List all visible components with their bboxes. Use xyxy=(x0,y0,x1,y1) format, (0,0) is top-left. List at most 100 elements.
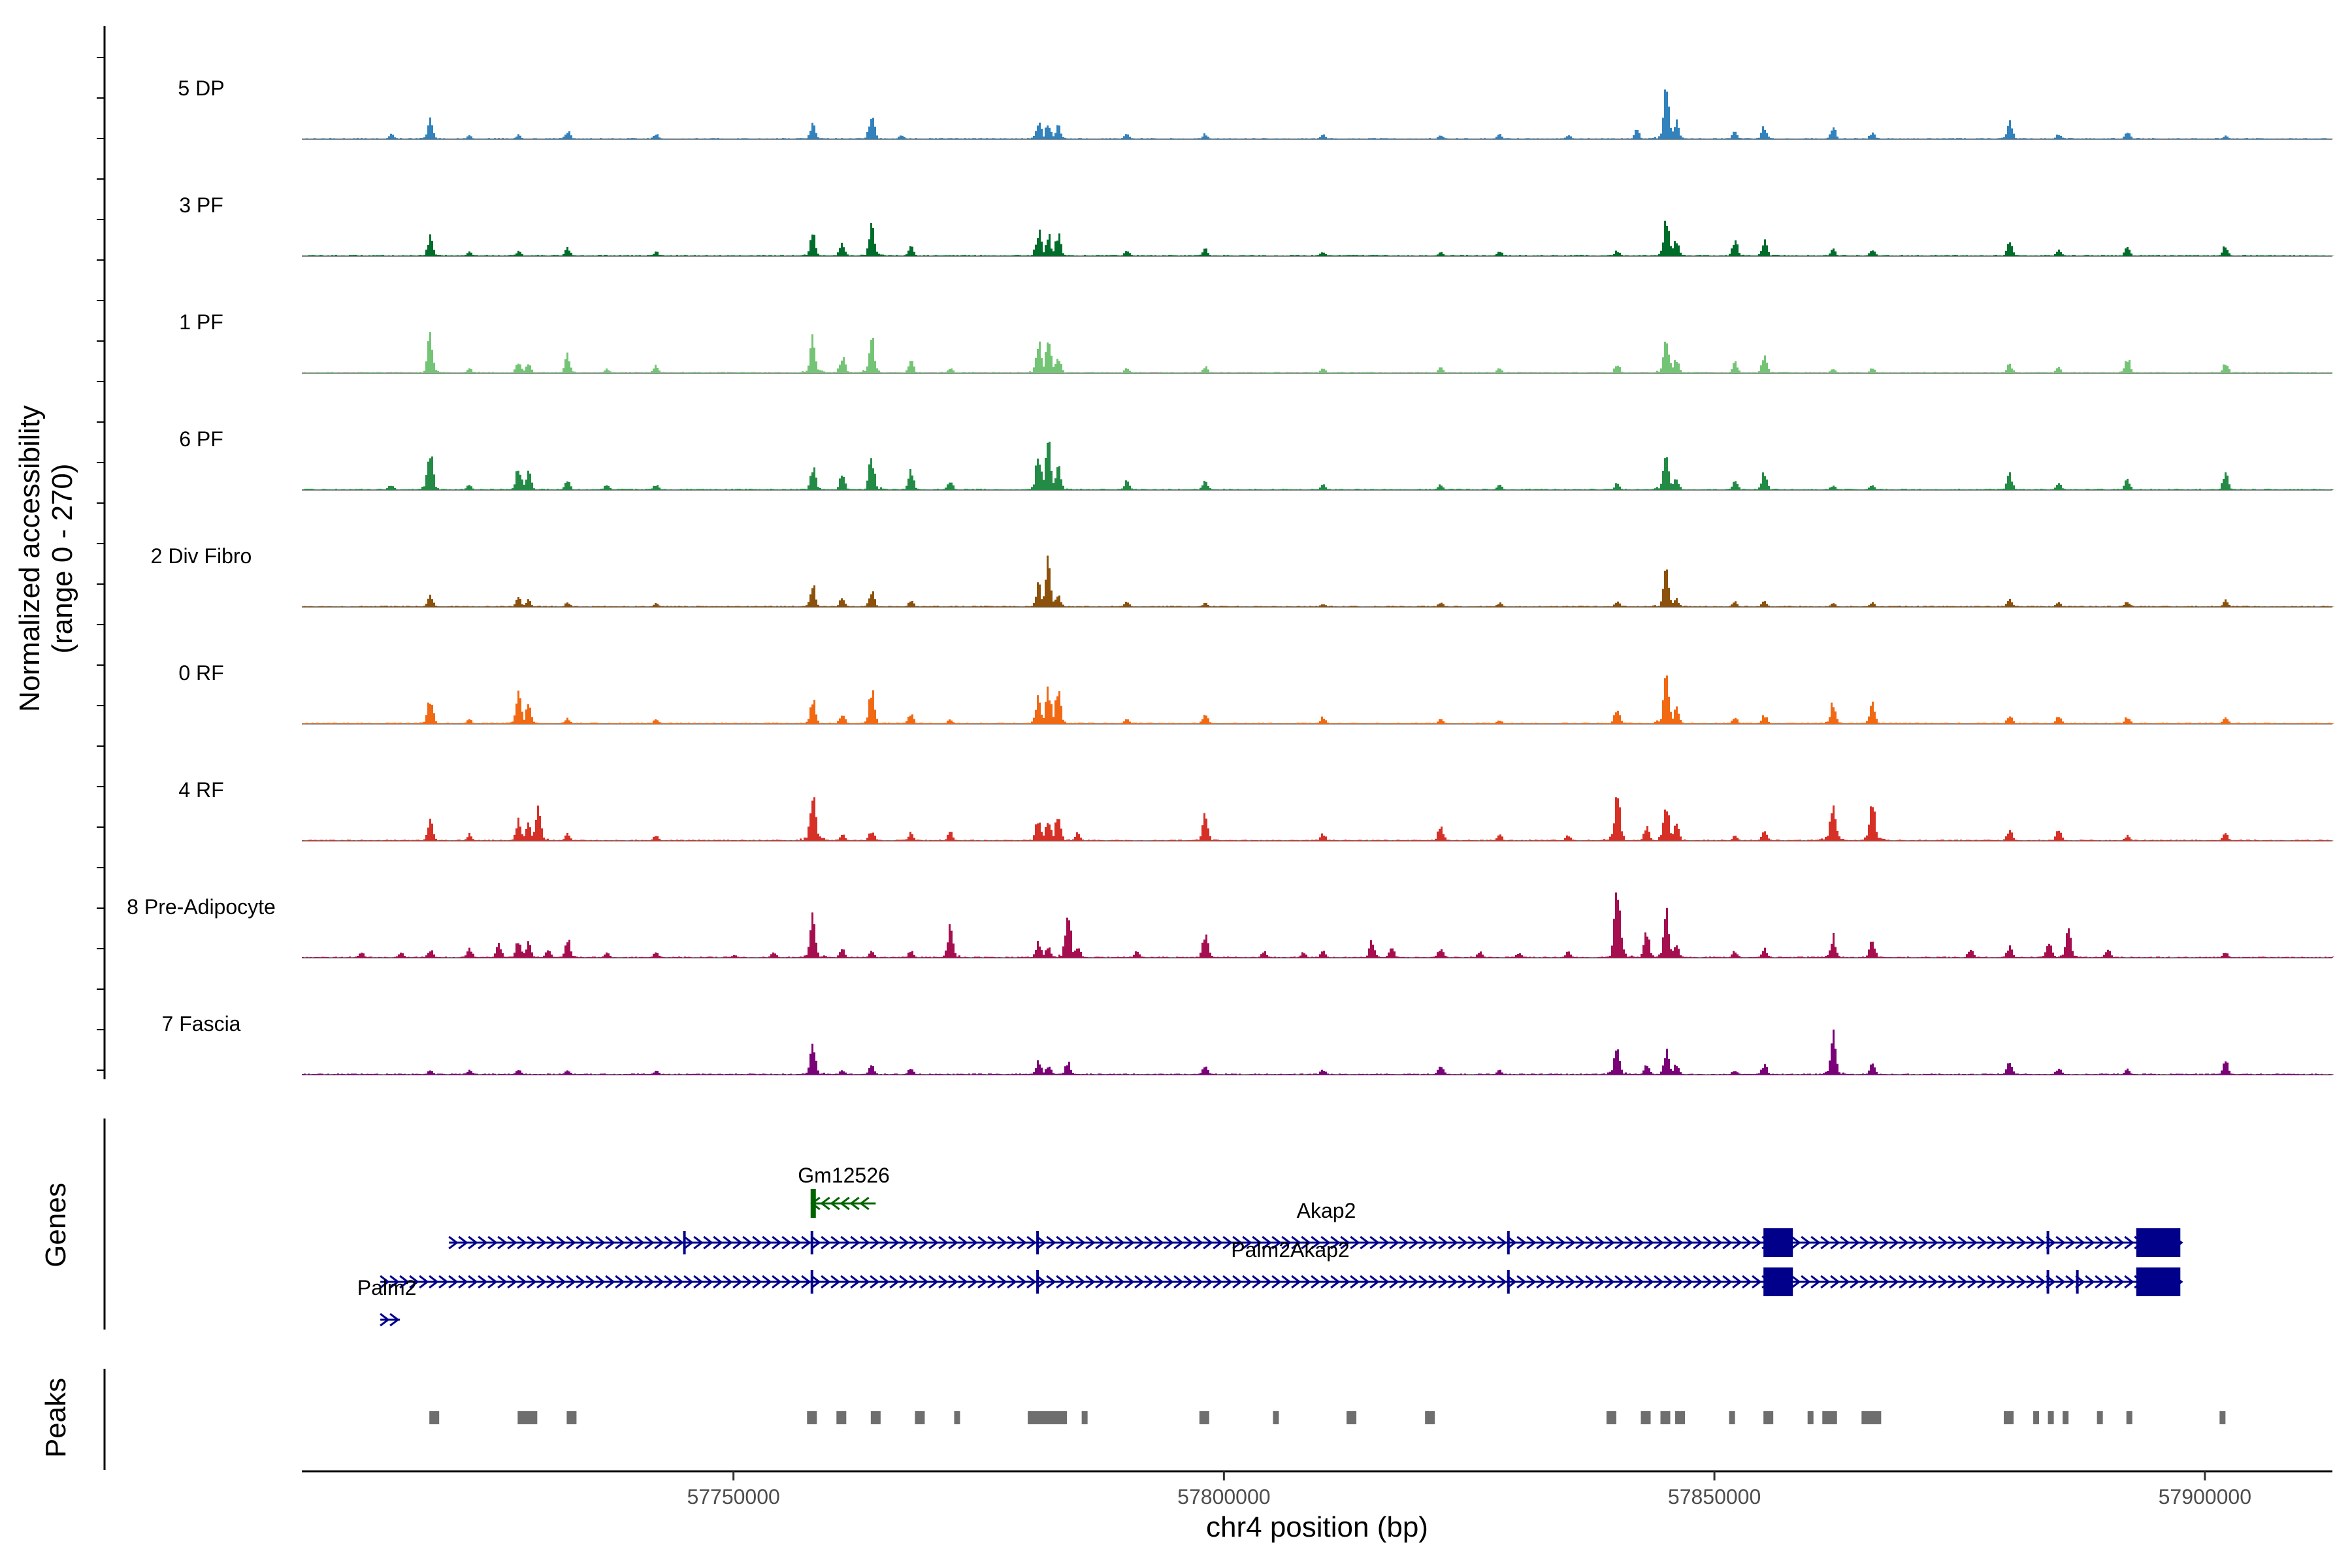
strand-arrow xyxy=(556,1275,566,1289)
strand-arrow xyxy=(1173,1235,1184,1250)
strand-arrow xyxy=(1928,1235,1938,1250)
strand-arrow xyxy=(997,1275,1007,1289)
strand-arrow xyxy=(2026,1275,2036,1289)
strand-arrow xyxy=(517,1275,527,1289)
strand-arrow xyxy=(693,1275,704,1289)
strand-arrow xyxy=(703,1275,713,1289)
strand-arrow xyxy=(1222,1235,1233,1250)
strand-arrow xyxy=(380,1275,390,1289)
strand-arrow xyxy=(772,1275,782,1289)
strand-arrow xyxy=(1389,1275,1399,1289)
strand-arrow xyxy=(1173,1275,1184,1289)
strand-arrow xyxy=(389,1275,400,1289)
strand-arrow xyxy=(576,1275,586,1289)
strand-arrow xyxy=(1722,1275,1733,1289)
strand-arrow xyxy=(527,1275,537,1289)
strand-arrow xyxy=(762,1275,772,1289)
strand-arrow xyxy=(605,1275,615,1289)
strand-arrow xyxy=(615,1275,625,1289)
peak-region xyxy=(1675,1411,1686,1424)
strand-arrow xyxy=(948,1235,958,1250)
strand-arrow xyxy=(1683,1235,1693,1250)
strand-arrow xyxy=(487,1275,498,1289)
strand-arrow xyxy=(458,1275,468,1289)
strand-arrow xyxy=(1575,1275,1586,1289)
strand-arrow xyxy=(820,1196,830,1211)
strand-arrow xyxy=(889,1275,900,1289)
strand-arrow xyxy=(1360,1275,1370,1289)
strand-arrow xyxy=(644,1235,655,1250)
peak-region xyxy=(2126,1411,2132,1424)
strand-arrow xyxy=(1144,1275,1154,1289)
strand-arrow xyxy=(997,1235,1007,1250)
strand-arrow xyxy=(1379,1275,1390,1289)
strand-arrow xyxy=(1507,1275,1517,1289)
strand-arrow xyxy=(830,1235,841,1250)
coverage-area xyxy=(302,332,2334,373)
strand-arrow xyxy=(1732,1275,1742,1289)
strand-arrow xyxy=(879,1235,890,1250)
track-label: 3 PF xyxy=(179,193,223,217)
strand-arrow xyxy=(1164,1275,1174,1289)
strand-arrow xyxy=(752,1235,762,1250)
gene-label: Gm12526 xyxy=(798,1164,890,1187)
y-axis-title-line2: (range 0 - 270) xyxy=(46,463,78,653)
strand-arrow xyxy=(840,1196,850,1211)
strand-arrow xyxy=(1007,1235,1017,1250)
strand-arrow xyxy=(1938,1235,1948,1250)
strand-arrow xyxy=(1193,1235,1203,1250)
strand-arrow xyxy=(703,1235,713,1250)
strand-arrow xyxy=(1438,1275,1448,1289)
strand-arrow xyxy=(683,1275,694,1289)
strand-arrow xyxy=(968,1275,978,1289)
strand-arrow xyxy=(1957,1235,1968,1250)
strand-arrow xyxy=(1712,1235,1723,1250)
coverage-area xyxy=(302,892,2334,958)
strand-arrow xyxy=(1918,1235,1929,1250)
strand-arrow xyxy=(1458,1235,1468,1250)
strand-arrow xyxy=(859,1196,870,1211)
strand-arrow xyxy=(1026,1275,1037,1289)
exon-block xyxy=(1763,1228,1793,1257)
strand-arrow xyxy=(1703,1235,1713,1250)
strand-arrow xyxy=(1183,1275,1194,1289)
strand-arrow xyxy=(1281,1235,1292,1250)
strand-arrow xyxy=(762,1235,772,1250)
strand-arrow xyxy=(1516,1275,1527,1289)
strand-arrow xyxy=(723,1275,733,1289)
strand-arrow xyxy=(1869,1235,1880,1250)
strand-arrow xyxy=(713,1235,723,1250)
peak-region xyxy=(1347,1411,1357,1424)
strand-arrow xyxy=(595,1275,606,1289)
gene-tss-mark xyxy=(810,1189,816,1218)
peak-region xyxy=(2004,1411,2014,1424)
strand-arrow xyxy=(1859,1235,1870,1250)
track-label: 1 PF xyxy=(179,310,223,334)
strand-arrow xyxy=(1066,1275,1076,1289)
x-tick-label: 57750000 xyxy=(687,1485,779,1509)
strand-arrow xyxy=(850,1275,860,1289)
strand-arrow xyxy=(438,1275,449,1289)
strand-arrow xyxy=(468,1275,478,1289)
strand-arrow xyxy=(1105,1275,1115,1289)
strand-arrow xyxy=(1820,1275,1831,1289)
strand-arrow xyxy=(742,1275,753,1289)
strand-arrow xyxy=(958,1235,968,1250)
strand-arrow xyxy=(860,1275,870,1289)
strand-arrow xyxy=(1536,1275,1546,1289)
strand-arrow xyxy=(1369,1235,1380,1250)
strand-arrow xyxy=(1124,1275,1135,1289)
strand-arrow xyxy=(1203,1275,1213,1289)
strand-arrow xyxy=(849,1196,860,1211)
strand-arrow xyxy=(2016,1275,2027,1289)
strand-arrow xyxy=(1565,1275,1576,1289)
strand-arrow xyxy=(1418,1275,1429,1289)
strand-arrow xyxy=(380,1313,390,1327)
strand-arrow xyxy=(1673,1275,1684,1289)
strand-arrow xyxy=(1526,1235,1537,1250)
strand-arrow xyxy=(1448,1235,1458,1250)
peak-region xyxy=(1861,1411,1882,1424)
track-label: 6 PF xyxy=(179,427,223,451)
strand-arrow xyxy=(2114,1275,2125,1289)
peak-region xyxy=(2219,1411,2226,1424)
